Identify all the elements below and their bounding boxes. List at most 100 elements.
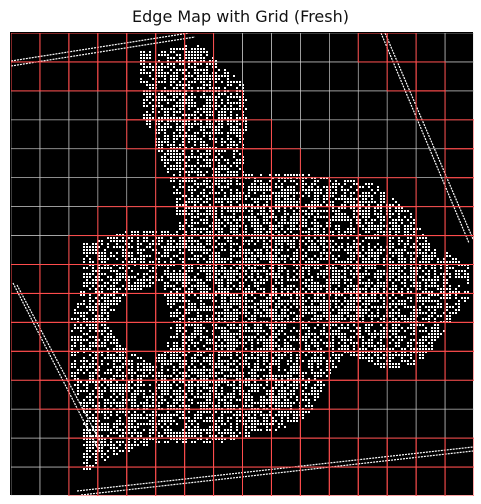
grid-cell [97,90,128,121]
grid-cell [386,148,417,178]
grid-cell [68,90,99,121]
grid-cell-highlighted [444,148,474,179]
grid-cell [39,148,70,178]
grid-cell [39,177,70,207]
edge-map-plot [10,32,474,496]
grid-cell-highlighted [242,148,272,179]
grid-cell [126,177,156,207]
grid-cell-highlighted [444,321,474,352]
grid-cell [386,408,417,439]
grid-cell-highlighted [126,119,157,150]
edge-line [11,33,190,62]
grid-cell [415,33,446,63]
grid-cell-highlighted [386,437,417,468]
grid-cell-highlighted [155,437,186,468]
grid-cell [126,148,156,178]
grid-overlay [11,33,474,496]
grid-cell-highlighted [126,90,157,121]
grid-cell [271,33,301,63]
grid-cell [357,119,388,150]
grid-cell [11,206,41,236]
grid-cell [329,408,359,439]
edge-texture [71,45,469,470]
grid-cell-highlighted [270,437,301,468]
grid-cell-highlighted [213,90,243,121]
grid-cell-highlighted [155,466,186,496]
grid-cell [68,148,99,178]
grid-cell-highlighted [11,264,41,294]
grid-cell [11,119,41,150]
grid-cell-highlighted [328,466,359,496]
grid-cell-highlighted [213,466,243,496]
figure-title: Edge Map with Grid (Fresh) [132,7,349,26]
grid-cell [97,148,128,178]
grid-cell [357,90,388,121]
grid-cell [300,33,330,63]
edge-pixels [71,45,469,470]
grid-cell-highlighted [444,350,474,381]
grid-cell-highlighted [415,466,446,496]
grid-cell-highlighted [126,321,157,352]
grid-cell [386,379,417,410]
grid-cell-highlighted [444,235,474,265]
grid-cell [11,90,41,121]
grid-cell [444,90,474,121]
grid-cell [415,379,446,410]
grid-cell-highlighted [328,379,359,410]
grid-cell [242,33,272,63]
grid-cell [300,90,330,121]
grid-cell-highlighted [415,90,446,121]
grid-cell-highlighted [97,61,128,92]
grid-cell [300,148,330,178]
grid-cell [11,148,41,178]
grid-cell [39,206,70,236]
grid-cell-highlighted [39,379,70,410]
grid-cell [242,61,272,92]
edge-line [16,284,104,448]
edge-line [11,36,196,67]
grid-cell [444,408,474,439]
edge-lines [11,33,474,496]
grid-cell-highlighted [357,437,388,468]
grid-cell [329,33,359,63]
edge-line [76,446,474,492]
grid-cell-highlighted [444,119,474,150]
grid-cell-highlighted [126,61,157,92]
grid-cell [357,379,388,410]
grid-cell [329,148,359,178]
grid-cell [242,90,272,121]
edge-map-canvas [11,33,474,496]
grid-cell-highlighted [68,61,99,92]
grid-cell [329,90,359,121]
grid-cell-highlighted [39,61,70,92]
grid-cell-highlighted [213,235,243,265]
grid-cell-highlighted [39,264,70,294]
grid-cell [357,408,388,439]
grid-cell-highlighted [270,148,301,179]
edge-line [80,450,474,496]
grid-cell [68,206,99,236]
grid-cell [11,379,41,410]
grid-cell-highlighted [386,61,417,92]
grid-cell-highlighted [39,292,70,323]
grid-cell [39,466,70,496]
grid-cell [39,90,70,121]
grid-cell-highlighted [386,466,417,496]
grid-cell [11,235,41,265]
grid-cell [39,437,70,468]
grid-cell-highlighted [299,408,330,439]
grid-cell [39,235,70,265]
grid-cell [415,119,446,150]
grid-cell [11,466,41,496]
grid-cell [415,408,446,439]
edge-line [384,33,474,240]
grid-cell-highlighted [299,466,330,496]
grid-cell [329,119,359,150]
grid-cell-highlighted [444,466,474,496]
grid-cell-highlighted [126,292,157,323]
grid-cell [11,408,41,439]
grid-cell [444,379,474,410]
grid-cell [39,408,70,439]
grid-cell [68,177,99,207]
grid-cell-highlighted [97,33,128,63]
